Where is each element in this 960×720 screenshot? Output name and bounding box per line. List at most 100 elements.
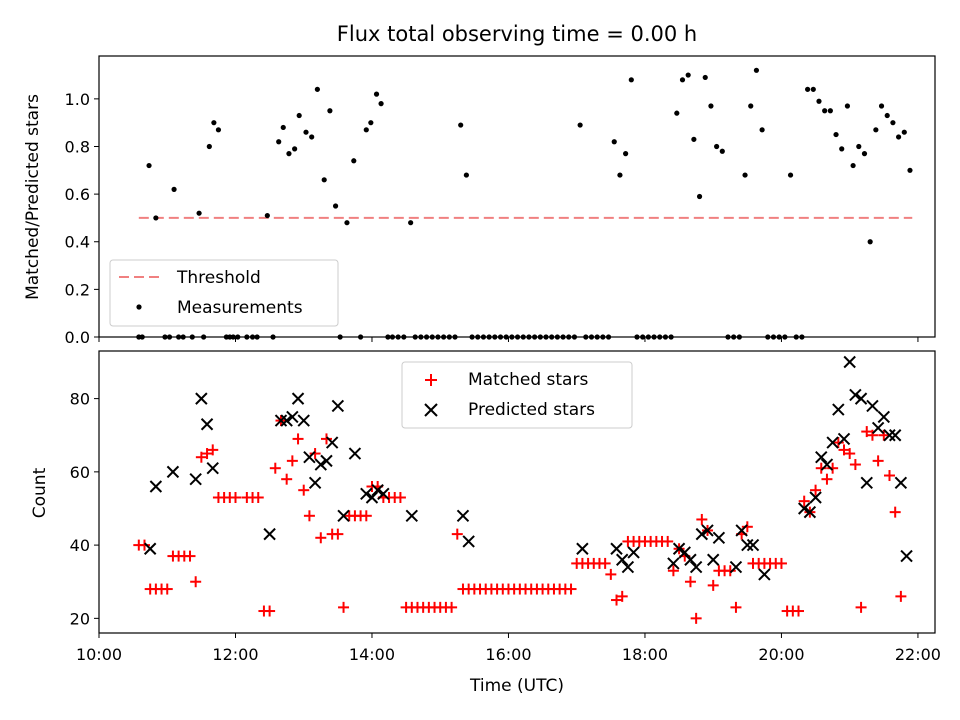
predicted-star-marker (308, 476, 322, 490)
measurement-point (594, 334, 600, 340)
measurement-point (861, 151, 868, 157)
measurement-point (276, 139, 282, 145)
predicted-star-marker (758, 568, 771, 581)
ratio-y-tick-label: 0.2 (65, 280, 90, 299)
predicted-star-marker (456, 509, 470, 523)
measurement-point (793, 334, 799, 340)
measurement-point (827, 108, 833, 114)
count-y-tick-label: 20 (70, 609, 90, 628)
predicted-star-marker (849, 388, 862, 402)
measurement-point (497, 334, 504, 340)
predicted-star-marker (365, 491, 379, 504)
legend-threshold-label: Threshold (176, 268, 261, 288)
measurement-point (337, 334, 343, 340)
measurement-point (782, 334, 788, 340)
measurement-point (748, 103, 754, 109)
measurement-point (742, 172, 748, 178)
measurement-point (878, 103, 885, 109)
matched-star-marker (741, 521, 753, 533)
predicted-star-marker (803, 505, 817, 519)
matched-star-marker (599, 557, 611, 569)
measurement-point (206, 143, 212, 150)
matched-star-marker (565, 583, 577, 595)
matched-star-marker (605, 568, 617, 580)
count-y-tick-label: 80 (70, 390, 90, 409)
predicted-star-marker (371, 483, 384, 497)
predicted-stars-points (143, 355, 913, 581)
matched-star-marker (190, 576, 202, 588)
predicted-star-marker (149, 480, 163, 493)
predicted-star-marker (871, 421, 885, 435)
measurement-point (844, 103, 851, 109)
measurement-point (171, 186, 177, 192)
matched-star-marker (298, 484, 310, 496)
measurement-point (674, 110, 680, 116)
measurement-point (850, 162, 856, 169)
measurement-point (765, 334, 771, 340)
measurement-point (907, 167, 913, 173)
matched-star-marker (821, 473, 833, 485)
measurement-point (492, 334, 498, 340)
count-x-tick-label: 22:00 (895, 645, 941, 664)
measurement-point (452, 334, 458, 340)
measurement-point (725, 334, 731, 340)
matched-star-marker (793, 605, 805, 617)
matched-star-marker (309, 448, 321, 460)
matched-star-marker (332, 528, 344, 540)
measurement-point (708, 103, 714, 109)
matched-star-marker (696, 513, 708, 525)
legend-predicted-swatch (424, 403, 438, 417)
measurement-point (162, 334, 168, 340)
measurement-point (235, 334, 241, 340)
measurement-point (249, 334, 256, 340)
count-x-tick-label: 12:00 (212, 645, 258, 664)
matched-star-marker (730, 601, 742, 613)
measurement-point (373, 91, 380, 97)
predicted-star-marker (286, 410, 299, 424)
predicted-star-marker (206, 461, 219, 475)
measurement-point (176, 334, 182, 340)
matched-star-marker (724, 565, 736, 577)
count-x-tick-label: 18:00 (622, 645, 668, 664)
predicted-star-marker (200, 418, 214, 431)
measurement-point (873, 127, 879, 133)
predicted-star-marker (621, 560, 635, 574)
measurement-point (657, 334, 663, 340)
measurement-point (368, 120, 374, 126)
measurement-point (401, 334, 407, 340)
measurement-point (617, 172, 623, 178)
measurement-point (702, 74, 708, 81)
matched-star-marker (827, 462, 839, 474)
predicted-star-marker (729, 560, 743, 574)
matched-star-marker (616, 590, 628, 602)
ratio-y-tick-label: 0.4 (65, 233, 90, 252)
predicted-star-marker (166, 465, 180, 479)
matched-star-marker (798, 495, 810, 507)
measurement-point (839, 146, 845, 152)
matched-star-marker (161, 583, 173, 595)
ratio-y-tick-label: 0.6 (65, 185, 90, 204)
predicted-star-marker (274, 414, 288, 427)
predicted-star-marker (360, 487, 373, 501)
measurement-point (532, 334, 538, 340)
measurement-point (810, 86, 816, 92)
measurement-point (714, 143, 720, 150)
measurement-point (867, 239, 873, 245)
predicted-star-marker (189, 472, 202, 486)
matched-star-marker (690, 612, 702, 624)
ratio-y-tick-label: 0.8 (65, 137, 90, 156)
measurement-point (280, 124, 286, 131)
legend-predicted-label: Predicted stars (468, 400, 595, 420)
matched-stars-points (133, 415, 907, 624)
measurement-point (139, 334, 145, 340)
measurement-point (787, 172, 794, 178)
measurement-point (180, 334, 186, 340)
matched-star-marker (815, 462, 827, 474)
measurement-point (215, 127, 222, 133)
count-x-tick-label: 10:00 (76, 645, 122, 664)
measurement-point (286, 151, 292, 157)
count-panel: 20 40 60 80 10:00 12:00 14:00 16:00 18:00 20:00 2… (30, 350, 941, 696)
measurement-point (509, 334, 515, 340)
measurement-points (136, 67, 913, 340)
measurement-point (201, 334, 207, 340)
